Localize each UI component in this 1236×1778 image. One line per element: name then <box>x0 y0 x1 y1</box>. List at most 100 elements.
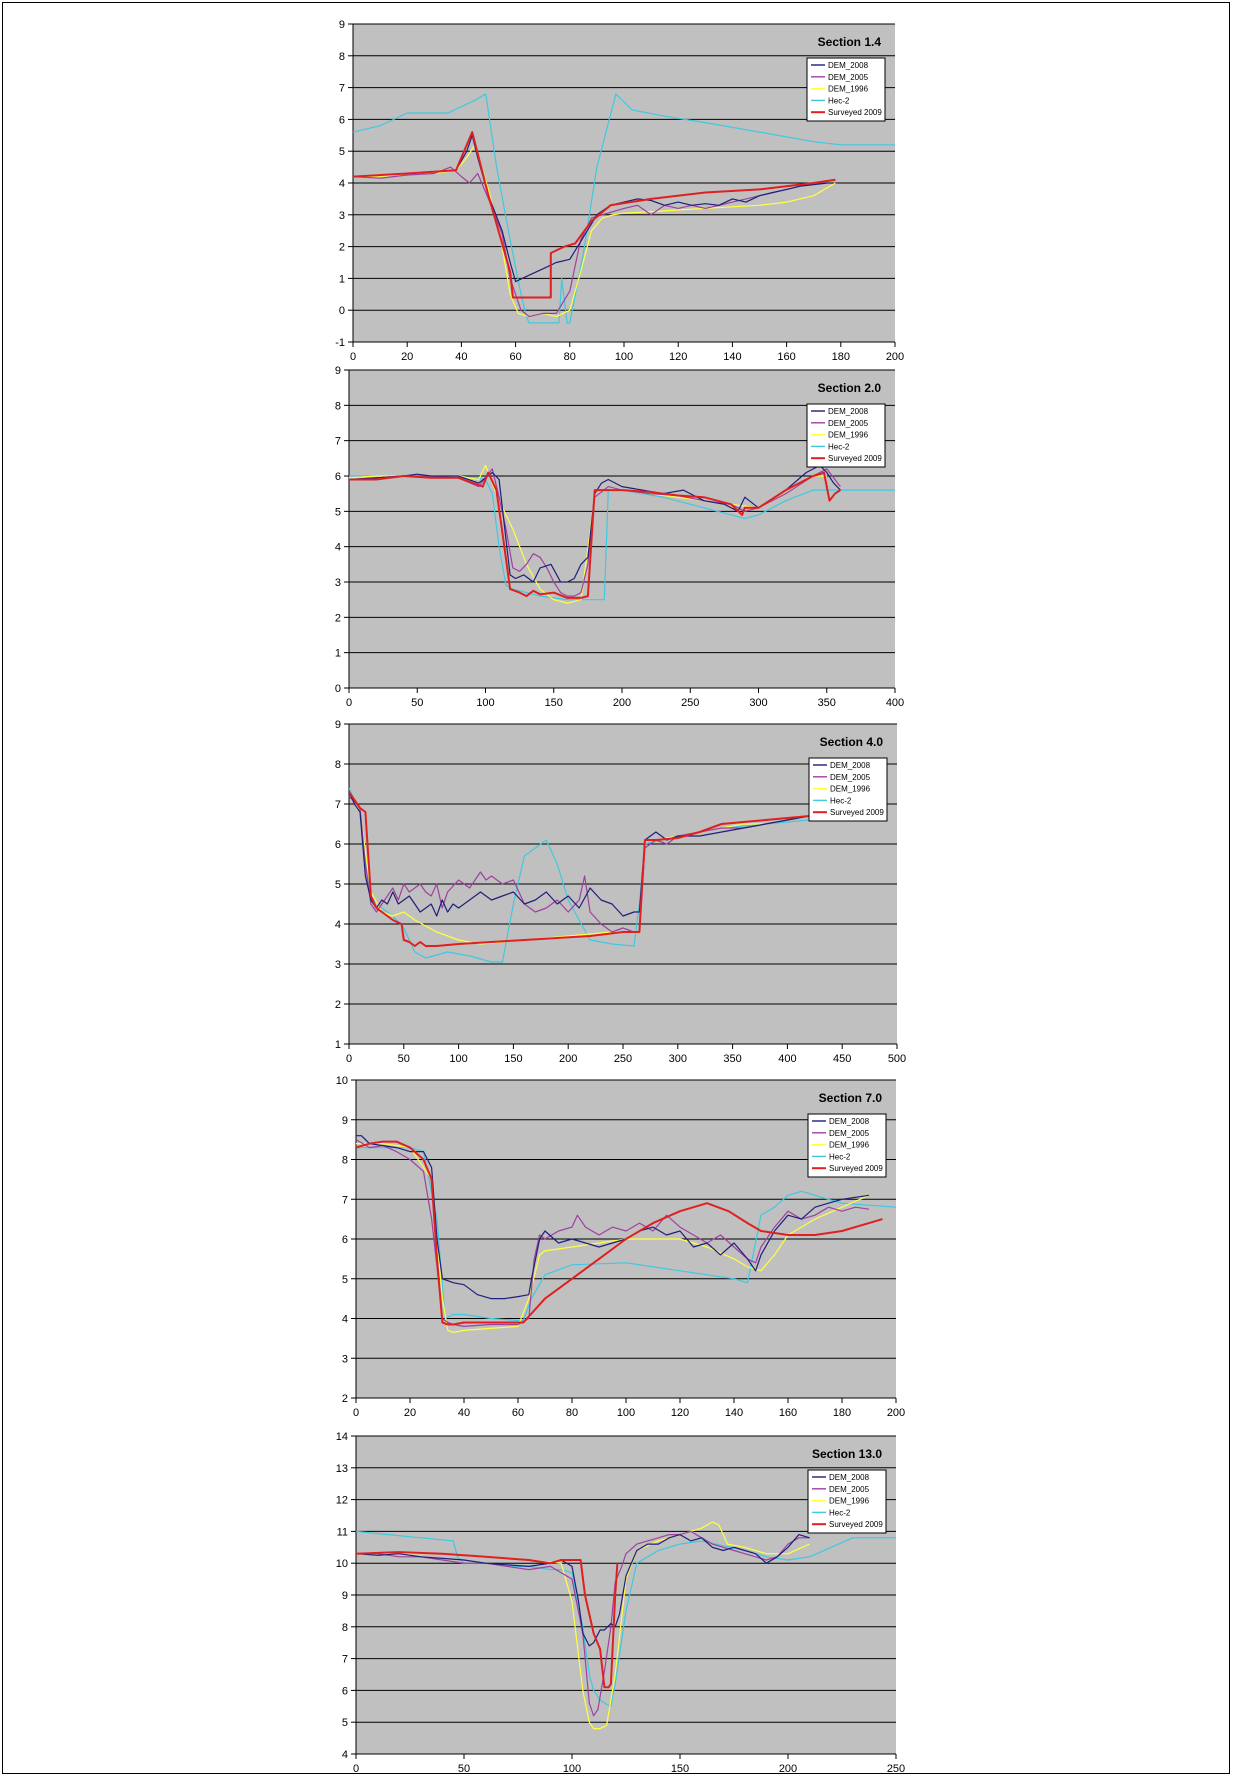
x-tick-label: 80 <box>564 351 576 363</box>
y-tick-label: 4 <box>335 542 341 554</box>
y-tick-label: 12 <box>336 1495 348 1507</box>
x-tick-label: 400 <box>778 1053 796 1065</box>
y-tick-label: 5 <box>335 879 341 891</box>
x-tick-label: 100 <box>615 351 633 363</box>
chart-title: Section 7.0 <box>819 1091 883 1105</box>
y-tick-label: 9 <box>342 1115 348 1127</box>
series-line-dem-2008 <box>349 464 841 583</box>
y-tick-label: 3 <box>335 959 341 971</box>
y-tick-label: 6 <box>339 114 345 126</box>
y-tick-label: 14 <box>336 1431 348 1443</box>
y-tick-label: 10 <box>336 1075 348 1087</box>
y-tick-label: 13 <box>336 1463 348 1475</box>
series-line-surveyed-2009 <box>356 1551 619 1689</box>
x-tick-label: 20 <box>404 1407 416 1419</box>
chart-section-4-0: 1 2 3 4 5 6 7 8 9 0 50 100 150 200 250 300 350 400 450 500 S… <box>335 719 906 1065</box>
legend <box>806 403 886 468</box>
x-tick-label: 0 <box>346 1053 352 1065</box>
legend-label-hec-2: Hec-2 <box>830 796 852 805</box>
legend-label-hec-2: Hec-2 <box>829 1152 851 1161</box>
series-line-dem-2008 <box>356 1135 870 1300</box>
series-line-dem-1996 <box>356 1142 870 1333</box>
legend-label-dem-1996: DEM_1996 <box>829 1497 870 1506</box>
y-tick-label: 1 <box>335 648 341 660</box>
legend <box>807 1113 887 1178</box>
y-tick-label: 5 <box>339 146 345 158</box>
legend <box>807 1469 887 1534</box>
y-tick-label: 8 <box>339 51 345 63</box>
x-tick-label: 200 <box>613 697 631 709</box>
x-tick-label: 100 <box>563 1763 581 1775</box>
x-tick-label: 0 <box>353 1763 359 1775</box>
y-tick-label: 8 <box>342 1622 348 1634</box>
y-tick-label: 11 <box>337 1526 348 1538</box>
legend-label-surveyed-2009: Surveyed 2009 <box>828 454 882 463</box>
chart-section-1-4: -1 0 1 2 3 4 5 6 7 8 9 0 20 40 60 80 100 120 140 160 180 200 S… <box>335 19 904 363</box>
chart-section-2-0: 0 1 2 3 4 5 6 7 8 9 0 50 100 150 200 250 300 350 400 Sectio… <box>335 365 904 709</box>
y-tick-label: 0 <box>339 305 345 317</box>
legend-label-surveyed-2009: Surveyed 2009 <box>830 808 884 817</box>
x-tick-label: 60 <box>512 1407 524 1419</box>
y-tick-label: 6 <box>342 1685 348 1697</box>
y-tick-label: 9 <box>339 19 345 31</box>
legend-label-surveyed-2009: Surveyed 2009 <box>828 108 882 117</box>
series-line-surveyed-2009 <box>353 131 836 299</box>
legend-label-dem-2005: DEM_2005 <box>830 773 871 782</box>
y-tick-label: 5 <box>342 1274 348 1286</box>
series-group <box>349 787 832 963</box>
chart-title: Section 2.0 <box>818 381 882 395</box>
x-tick-label: 450 <box>833 1053 851 1065</box>
legend-label-dem-1996: DEM_1996 <box>829 1141 870 1150</box>
x-tick-label: 140 <box>723 351 741 363</box>
y-tick-label: 7 <box>339 83 345 95</box>
y-tick-label: 3 <box>335 577 341 589</box>
legend-label-dem-2008: DEM_2008 <box>830 761 871 770</box>
y-tick-label: 8 <box>335 759 341 771</box>
y-tick-label: 0 <box>335 683 341 695</box>
x-tick-label: 180 <box>832 351 850 363</box>
y-tick-label: 3 <box>339 210 345 222</box>
x-tick-label: 160 <box>777 351 795 363</box>
series-group <box>356 1521 896 1730</box>
y-tick-label: 5 <box>335 506 341 518</box>
y-tick-label: 4 <box>335 919 341 931</box>
legend-label-dem-2008: DEM_2008 <box>828 61 869 70</box>
x-tick-label: 50 <box>398 1053 410 1065</box>
x-tick-label: 350 <box>818 697 836 709</box>
legend-label-dem-2005: DEM_2005 <box>828 73 869 82</box>
y-tick-label: 9 <box>342 1590 348 1602</box>
x-tick-label: 40 <box>458 1407 470 1419</box>
x-tick-label: 50 <box>458 1763 470 1775</box>
x-tick-label: 500 <box>888 1053 906 1065</box>
y-tick-label: 2 <box>342 1393 348 1405</box>
plot-area <box>349 370 895 688</box>
y-tick-label: 4 <box>342 1314 348 1326</box>
x-tick-label: 120 <box>669 351 687 363</box>
legend-label-dem-2005: DEM_2005 <box>828 419 869 428</box>
legend <box>808 757 888 822</box>
legend-label-dem-2008: DEM_2008 <box>829 1473 870 1482</box>
legend-label-dem-1996: DEM_1996 <box>828 85 869 94</box>
legend-label-dem-2005: DEM_2005 <box>829 1485 870 1494</box>
legend-label-hec-2: Hec-2 <box>828 96 850 105</box>
series-line-surveyed-2009 <box>349 791 832 947</box>
x-tick-label: 200 <box>779 1763 797 1775</box>
chart-title: Section 4.0 <box>820 735 884 749</box>
legend-label-dem-2008: DEM_2008 <box>828 407 869 416</box>
x-tick-label: 250 <box>614 1053 632 1065</box>
y-tick-label: 1 <box>335 1039 341 1051</box>
chart-section-13-0: 4 5 6 7 8 9 10 11 12 13 14 0 50 100 150 200 250 Section 1… <box>336 1431 905 1775</box>
series-line-hec-2 <box>356 1146 896 1322</box>
x-tick-label: 40 <box>455 351 467 363</box>
y-tick-label: 6 <box>342 1234 348 1246</box>
legend-label-hec-2: Hec-2 <box>829 1508 851 1517</box>
legend-label-surveyed-2009: Surveyed 2009 <box>829 1164 883 1173</box>
x-tick-label: 60 <box>509 351 521 363</box>
x-tick-label: 150 <box>504 1053 522 1065</box>
x-tick-label: 250 <box>887 1763 905 1775</box>
x-tick-label: 0 <box>346 697 352 709</box>
y-tick-label: 4 <box>339 178 345 190</box>
y-tick-label: 7 <box>335 799 341 811</box>
x-tick-label: 0 <box>350 351 356 363</box>
